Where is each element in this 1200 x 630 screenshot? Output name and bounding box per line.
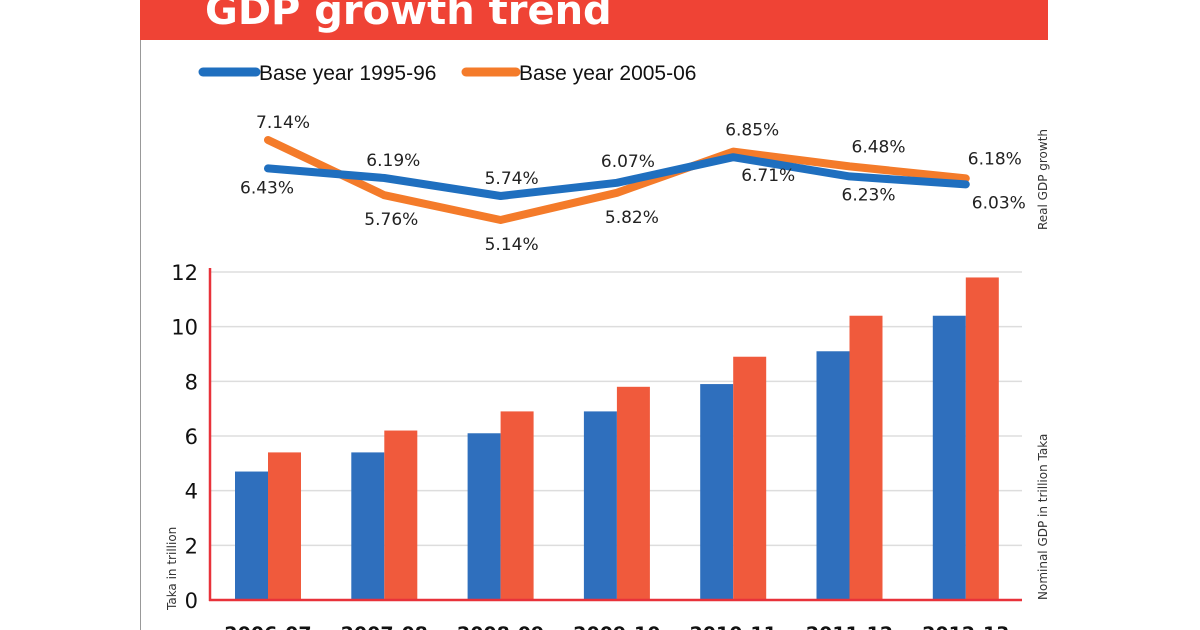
data-label-1995: 6.71% xyxy=(741,166,795,186)
data-label-2005: 7.14% xyxy=(256,113,310,133)
y-axis-label: Taka in trillion xyxy=(165,527,179,611)
y-tick-label: 2 xyxy=(185,534,198,558)
bar-2005-2012-13 xyxy=(965,277,999,600)
data-label-1995: 6.19% xyxy=(366,151,420,171)
bar-1995-2010-11 xyxy=(700,384,734,600)
data-label-2005: 5.14% xyxy=(485,235,539,255)
bar-1995-2009-10 xyxy=(583,411,617,600)
data-label-1995: 5.74% xyxy=(485,169,539,189)
data-label-2005: 6.85% xyxy=(725,121,779,141)
y-tick-label: 0 xyxy=(185,589,198,613)
x-tick-label: 2008-09 xyxy=(457,623,544,630)
y-tick-label: 8 xyxy=(185,370,198,394)
line-series-1995 xyxy=(264,153,970,200)
right-label-nominal-gdp: Nominal GDP in trillion Taka xyxy=(1036,434,1050,600)
x-tick-label: 2011-12 xyxy=(806,623,893,630)
bar-2005-2007-08 xyxy=(384,430,418,600)
y-tick-label: 10 xyxy=(171,316,198,340)
y-tick-label: 12 xyxy=(171,261,198,285)
x-tick-label: 2007-08 xyxy=(341,623,428,630)
x-tick-label: 2012-13 xyxy=(922,623,1009,630)
bar-2005-2011-12 xyxy=(849,315,883,600)
x-tick-label: 2009-10 xyxy=(573,623,660,630)
right-label-real-gdp: Real GDP growth xyxy=(1036,129,1050,230)
data-label-1995: 6.03% xyxy=(972,193,1026,213)
y-tick-label: 6 xyxy=(185,425,198,449)
data-label-1995: 6.23% xyxy=(842,185,896,205)
data-label-2005: 6.48% xyxy=(852,137,906,157)
bar-2005-2009-10 xyxy=(616,386,650,600)
legend: Base year 1995-96 Base year 2005-06 xyxy=(198,62,696,85)
bar-1995-2011-12 xyxy=(816,351,850,600)
bar-2005-2010-11 xyxy=(733,356,767,600)
x-tick-label: 2010-11 xyxy=(690,623,777,630)
bar-2005-2006-07 xyxy=(268,452,301,600)
bar-1995-2006-07 xyxy=(235,471,268,600)
data-label-2005: 6.18% xyxy=(968,149,1022,169)
data-label-1995: 6.07% xyxy=(601,152,655,172)
data-label-1995: 6.43% xyxy=(240,178,294,198)
title-band xyxy=(140,0,1048,40)
y-tick-label: 4 xyxy=(185,480,198,504)
line-series-2005 xyxy=(264,136,970,224)
bar-1995-2007-08 xyxy=(351,452,385,600)
bar-1995-2012-13 xyxy=(932,315,966,600)
x-tick-label: 2006-07 xyxy=(224,623,311,630)
bar-2005-2008-09 xyxy=(500,411,534,600)
legend-label-1995: Base year 1995-96 xyxy=(259,62,436,85)
legend-label-2005: Base year 2005-06 xyxy=(519,62,696,85)
data-label-2005: 5.76% xyxy=(364,210,418,230)
chart-title: GDP growth trend xyxy=(205,0,612,34)
bar-1995-2008-09 xyxy=(467,433,501,600)
data-label-2005: 5.82% xyxy=(605,208,659,228)
